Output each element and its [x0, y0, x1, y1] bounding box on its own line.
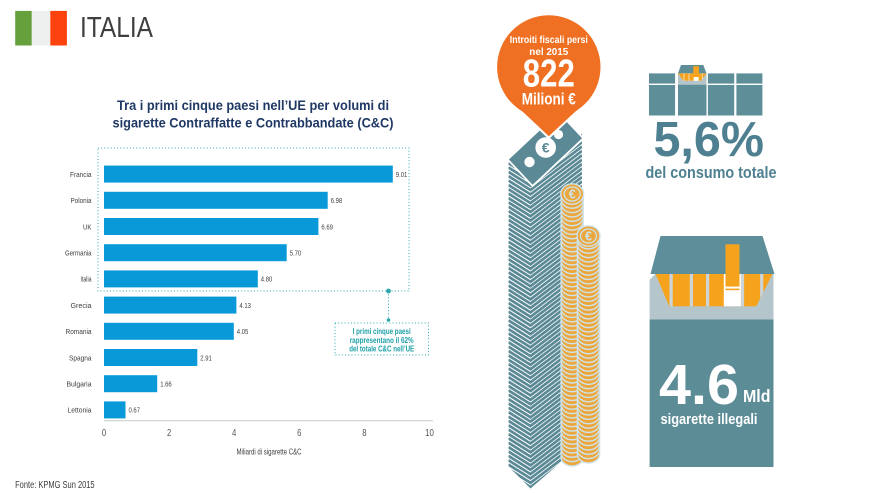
svg-text:sigarette illegali: sigarette illegali — [661, 411, 758, 428]
svg-text:8: 8 — [362, 428, 366, 439]
svg-text:rappresentano il 62%: rappresentano il 62% — [350, 336, 414, 345]
svg-text:del totale C&C nell’UE: del totale C&C nell’UE — [349, 345, 415, 354]
svg-text:5.70: 5.70 — [290, 249, 302, 258]
svg-text:Fonte: KPMG Sun 2015: Fonte: KPMG Sun 2015 — [15, 480, 95, 491]
svg-text:€: € — [569, 187, 576, 201]
svg-text:€: € — [585, 229, 592, 243]
svg-text:Polonia: Polonia — [71, 196, 93, 205]
svg-text:0.67: 0.67 — [129, 406, 141, 415]
svg-text:Grecia: Grecia — [71, 301, 93, 310]
svg-text:4.6: 4.6 — [659, 353, 739, 417]
svg-text:€: € — [542, 140, 550, 156]
svg-text:10: 10 — [425, 428, 434, 439]
svg-text:Francia: Francia — [70, 170, 92, 179]
svg-text:Romania: Romania — [66, 327, 93, 336]
svg-text:4.80: 4.80 — [261, 275, 273, 284]
svg-text:5,6%: 5,6% — [653, 112, 764, 167]
svg-text:del consumo totale: del consumo totale — [646, 164, 777, 182]
svg-text:Tra i primi cinque paesi nell’: Tra i primi cinque paesi nell’UE per vol… — [117, 98, 389, 113]
svg-text:6.69: 6.69 — [321, 222, 333, 231]
svg-text:4.05: 4.05 — [237, 327, 249, 336]
svg-text:9.01: 9.01 — [396, 170, 408, 179]
svg-text:Germania: Germania — [65, 249, 92, 258]
svg-text:Milioni €: Milioni € — [522, 90, 576, 109]
svg-text:822: 822 — [523, 53, 575, 96]
svg-text:1.66: 1.66 — [160, 380, 172, 389]
svg-text:Mld: Mld — [743, 386, 771, 406]
svg-text:Spagna: Spagna — [69, 353, 92, 362]
svg-text:ITALIA: ITALIA — [80, 12, 154, 44]
svg-text:Introiti fiscali persi: Introiti fiscali persi — [510, 34, 588, 46]
svg-text:Lettonia: Lettonia — [68, 406, 93, 415]
svg-text:4.13: 4.13 — [239, 301, 251, 310]
svg-text:Italia: Italia — [81, 275, 92, 284]
svg-text:nel 2015: nel 2015 — [529, 46, 568, 58]
svg-text:2: 2 — [167, 428, 171, 439]
svg-text:UK: UK — [83, 222, 92, 231]
svg-text:6: 6 — [297, 428, 301, 439]
svg-text:Miliardi di sigarette C&C: Miliardi di sigarette C&C — [237, 447, 302, 457]
svg-text:Bulgaria: Bulgaria — [67, 380, 93, 389]
svg-text:4: 4 — [232, 428, 237, 439]
svg-text:6.98: 6.98 — [331, 196, 343, 205]
svg-text:2.91: 2.91 — [200, 353, 212, 362]
svg-text:sigarette Contraffatte e Contr: sigarette Contraffatte e Contrabbandate … — [113, 116, 394, 131]
svg-text:I primi cinque paesi: I primi cinque paesi — [353, 327, 411, 336]
svg-text:0: 0 — [102, 428, 107, 439]
